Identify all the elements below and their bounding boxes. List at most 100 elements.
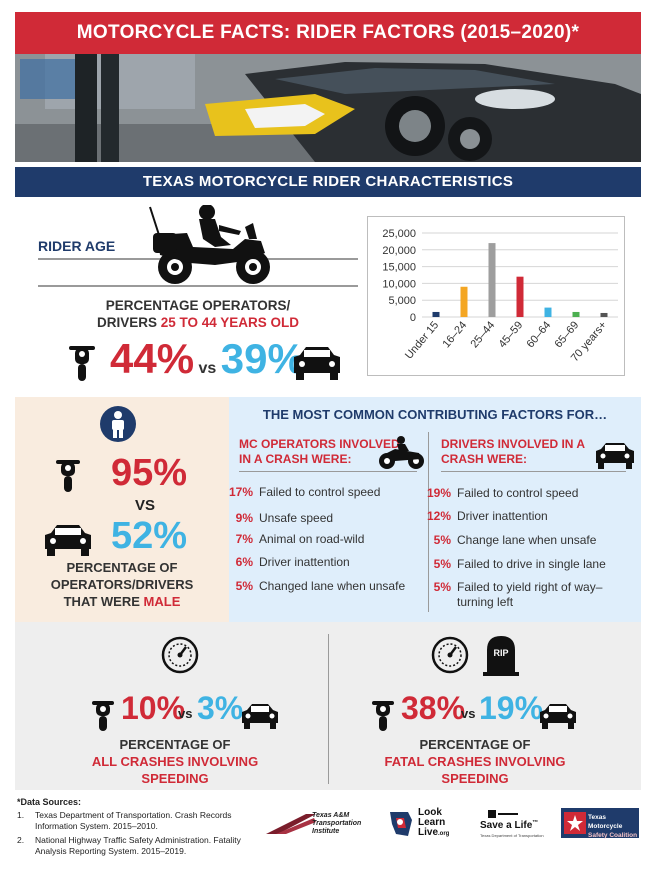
drivers-heading-line2: CRASH WERE: — [441, 452, 527, 466]
factor-row: 5% Changed lane when unsafe — [219, 579, 405, 594]
factor-row: 5% Failed to drive in single lane — [417, 557, 606, 572]
source-number: 1. — [17, 810, 25, 820]
factor-text: Driver inattention — [457, 509, 548, 523]
car-front-icon — [540, 704, 576, 729]
source-line1: National Highway Traffic Safety Administ… — [35, 835, 241, 845]
page-title: MOTORCYCLE FACTS: RIDER FACTORS (2015–20… — [15, 12, 641, 54]
mc-column-heading: MC OPERATORS INVOLVED IN A CRASH WERE: — [239, 437, 400, 467]
caption-line3: SPEEDING — [141, 771, 209, 786]
caption-line2: FATAL CRASHES INVOLVING — [384, 754, 566, 769]
y-tick-label: 20,000 — [382, 245, 416, 257]
tmsc-line1: Texas Motorcycle — [588, 814, 623, 830]
lll-line1: Look — [418, 807, 442, 818]
source-number: 2. — [17, 835, 25, 845]
divider — [441, 471, 626, 472]
y-tick-label: 25,000 — [382, 228, 416, 240]
male-car-pct: 52% — [111, 515, 188, 557]
male-caption: PERCENTAGE OF OPERATORS/DRIVERS THAT WER… — [15, 559, 229, 610]
car-front-icon — [242, 704, 278, 729]
factor-text: Failed to control speed — [259, 485, 381, 499]
age-caption-line1: PERCENTAGE OPERATORS/ — [105, 298, 291, 313]
bar — [460, 286, 468, 317]
x-tick-label: 16–24 — [440, 319, 469, 350]
bar — [488, 243, 496, 317]
tombstone-icon: RIP — [483, 636, 519, 676]
age-caption: PERCENTAGE OPERATORS/ DRIVERS 25 TO 44 Y… — [38, 297, 358, 331]
factor-row: 5% Failed to yield right of way– turning l… — [417, 580, 603, 610]
male-caption-prefix: THAT WERE — [63, 594, 144, 609]
all-crashes-car-pct: 3% — [197, 690, 244, 726]
lll-line3: Live — [418, 827, 439, 838]
source-line2: Information System. 2015–2010. — [35, 821, 158, 831]
lll-suffix: .org — [438, 831, 450, 837]
bar — [432, 311, 440, 317]
factor-pct: 7% — [235, 532, 253, 546]
factor-row: 7% Animal on road-wild — [219, 532, 365, 547]
source-line2: Analysis Reporting System. 2015–2019. — [35, 846, 187, 856]
source-item: 1. Texas Department of Transportation. Cr… — [17, 810, 265, 832]
sal-tm: ™ — [532, 820, 539, 826]
y-tick-label: 5,000 — [388, 295, 416, 307]
divider — [239, 471, 417, 472]
x-tick-label: 45–59 — [496, 319, 525, 350]
factor-row: 9% Unsafe speed — [219, 511, 333, 526]
sport-motorcycle-icon — [379, 436, 424, 469]
factor-pct: 9% — [235, 511, 253, 525]
factor-text: Changed lane when unsafe — [259, 579, 406, 593]
age-comparison: 44% vs 39% — [110, 335, 305, 383]
speedometer-icon — [161, 636, 199, 674]
sal-sub: Texas Department of Transportation — [480, 833, 544, 838]
vs-label: vs — [198, 360, 217, 377]
y-tick-label: 15,000 — [382, 262, 416, 274]
divider — [428, 432, 429, 612]
male-caption-line1: PERCENTAGE OF — [66, 560, 178, 575]
factor-text: Animal on road-wild — [259, 532, 365, 546]
all-crashes-moto-pct: 10% — [121, 690, 186, 726]
factor-text: Failed to control speed — [457, 486, 579, 500]
factor-pct: 5% — [433, 557, 451, 571]
tti-line3: Institute — [312, 828, 340, 835]
male-caption-highlight: MALE — [143, 594, 181, 609]
bar — [572, 311, 580, 317]
factor-row: 6% Driver inattention — [219, 555, 350, 570]
drivers-heading-line1: DRIVERS INVOLVED IN A — [441, 437, 586, 451]
factor-pct: 12% — [426, 509, 451, 523]
fatal-car-pct: 19% — [479, 690, 544, 726]
caption-line3: SPEEDING — [441, 771, 509, 786]
factor-pct: 17% — [228, 485, 253, 499]
person-icon — [100, 406, 136, 442]
age-moto-pct: 44% — [110, 335, 195, 382]
caption-line2: ALL CRASHES INVOLVING — [91, 754, 259, 769]
male-caption-line2: OPERATORS/DRIVERS — [50, 577, 194, 592]
fatal-moto-pct: 38% — [401, 690, 466, 726]
rider-age-chart: 0 5,000 10,000 15,000 20,000 25,000 Under 15 16… — [367, 216, 625, 376]
bar — [600, 312, 608, 317]
factor-pct: 5% — [433, 533, 451, 547]
fatal-crashes-caption: PERCENTAGE OF FATAL CRASHES INVOLVING SP… — [345, 736, 605, 787]
motorcycle-front-icon — [92, 701, 114, 731]
y-tick-label: 0 — [410, 312, 416, 324]
factor-text: Change lane when unsafe — [457, 533, 597, 547]
look-learn-live-logo: Look Learn Live.org — [388, 808, 466, 840]
factor-text: Failed to yield right of way– — [457, 580, 603, 594]
x-tick-label: 25–44 — [468, 319, 497, 350]
vs-label: vs — [461, 706, 476, 721]
section-title: TEXAS MOTORCYCLE RIDER CHARACTERISTICS — [15, 167, 641, 197]
speedometer-icon — [431, 636, 469, 674]
male-moto-pct: 95% — [111, 452, 188, 494]
y-tick-label: 10,000 — [382, 278, 416, 290]
texas-motorcycle-safety-coalition-logo: Texas Motorcycle Safety Coalition — [561, 808, 639, 839]
caption-line1: PERCENTAGE OF — [119, 737, 231, 752]
age-car-pct: 39% — [220, 335, 305, 382]
sources-title: *Data Sources: — [17, 797, 82, 807]
vs-label: VS — [135, 497, 156, 514]
motorcycle-front-icon — [56, 460, 80, 492]
factor-row: 17% Failed to control speed — [219, 485, 380, 500]
save-a-life-logo: Save a Life™ Texas Department of Transpo… — [480, 810, 550, 840]
tombstone-text: RIP — [493, 648, 508, 658]
factor-row: 19% Failed to control speed — [417, 486, 578, 501]
motorcycle-front-icon — [69, 346, 95, 381]
tti-logo: Texas A&M Transportation Institute — [266, 812, 372, 836]
mc-heading-line2: IN A CRASH WERE: — [239, 452, 352, 466]
factor-text-continued: turning left — [457, 595, 514, 609]
